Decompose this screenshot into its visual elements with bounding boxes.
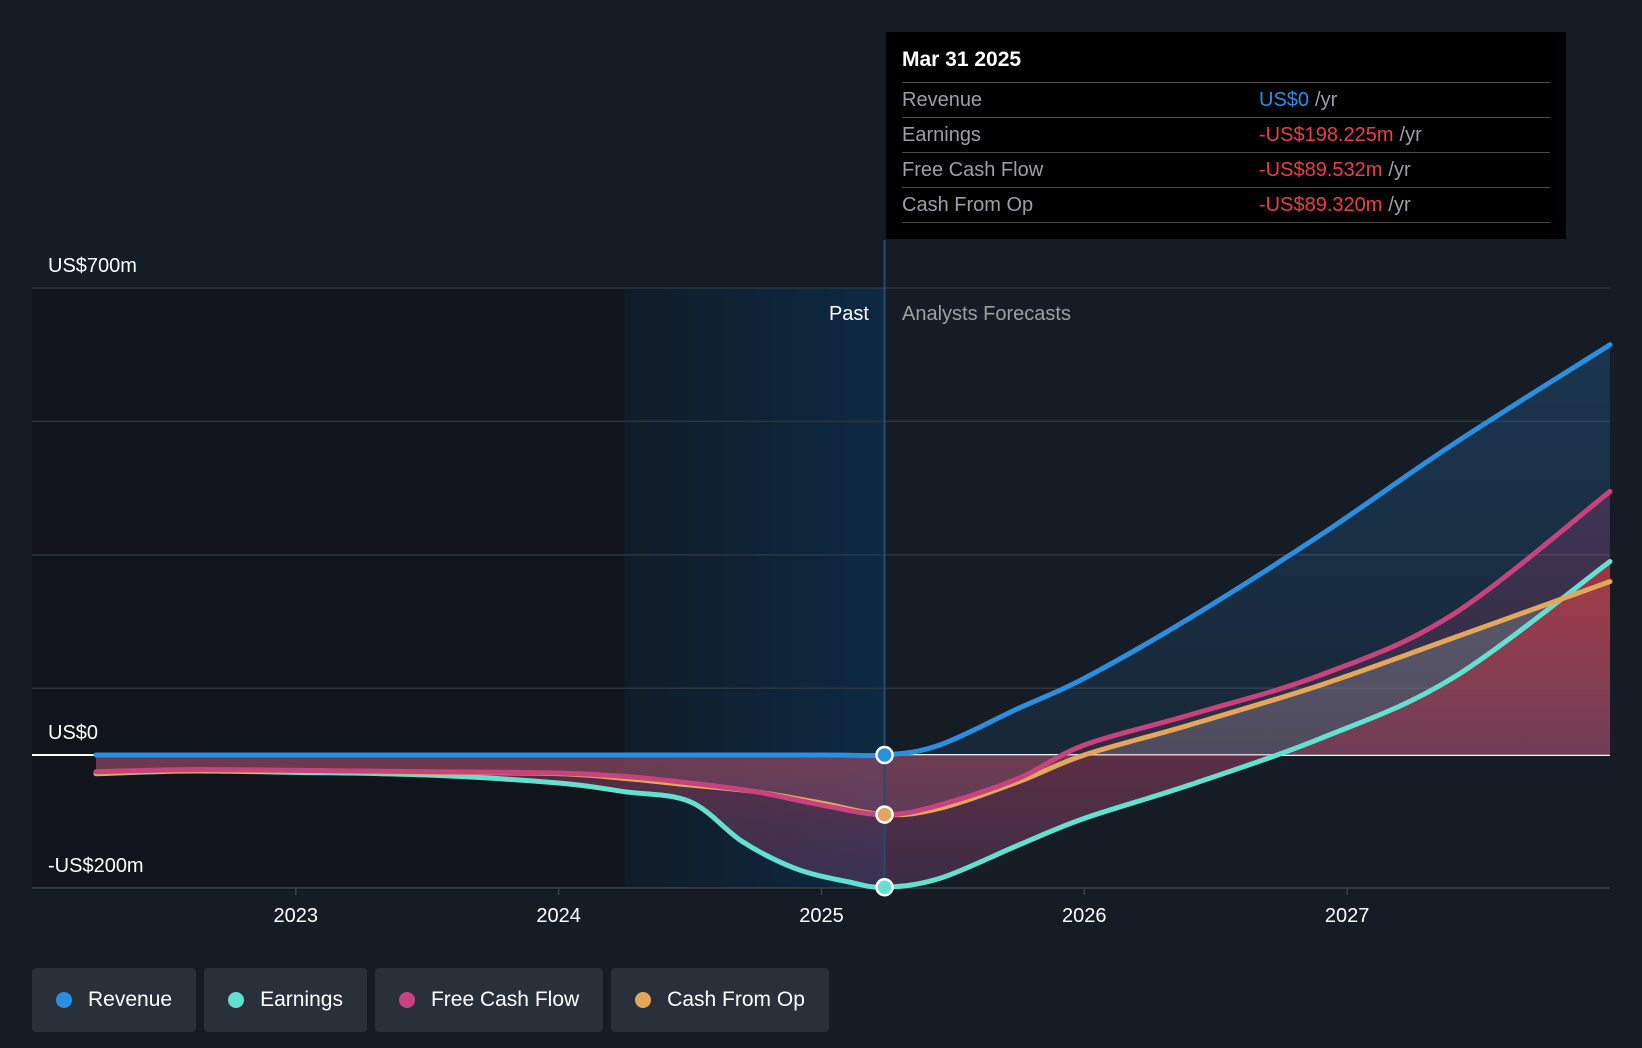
tooltip-unit: /yr xyxy=(1388,158,1411,181)
legend-label: Earnings xyxy=(260,988,343,1011)
tooltip-unit: /yr xyxy=(1399,123,1422,146)
x-tick-label: 2027 xyxy=(1325,905,1370,927)
legend-item-cash-from-op[interactable]: Cash From Op xyxy=(611,968,829,1032)
legend-item-revenue[interactable]: Revenue xyxy=(32,968,197,1032)
tooltip-value: US$0 xyxy=(1259,88,1310,111)
free-cash-flow-dot-icon xyxy=(398,992,415,1008)
revenue-area xyxy=(96,344,1610,756)
tooltip-unit: /yr xyxy=(1388,193,1411,216)
past-label: Past xyxy=(829,303,869,325)
tooltip-row-cash-from-op: Cash From Op -US$89.320m /yr xyxy=(902,187,1550,223)
x-tick-label: 2024 xyxy=(536,905,581,927)
y-label-top: US$700m xyxy=(48,255,137,277)
tooltip-value: -US$198.225m xyxy=(1259,123,1394,146)
y-label-bottom: -US$200m xyxy=(48,855,144,877)
marker-revenue xyxy=(875,745,894,765)
series-line-free-cash-flow xyxy=(93,488,1613,818)
earnings-area xyxy=(96,561,1610,888)
x-tick-label: 2025 xyxy=(799,905,844,927)
tooltip-row-earnings: Earnings -US$198.225m /yr xyxy=(902,117,1550,152)
tooltip-value: -US$89.320m xyxy=(1259,193,1383,216)
legend-label: Free Cash Flow xyxy=(430,988,580,1011)
tooltip: Mar 31 2025 Revenue US$0 /yr Earnings -U… xyxy=(886,32,1566,239)
tooltip-label: Free Cash Flow xyxy=(902,158,1044,181)
tooltip-row-revenue: Revenue US$0 /yr xyxy=(902,82,1550,117)
revenue-dot-icon xyxy=(56,992,72,1008)
legend-item-earnings[interactable]: Earnings xyxy=(204,968,367,1032)
legend-item-free-cash-flow[interactable]: Free Cash Flow xyxy=(374,968,604,1032)
x-tick-label: 2026 xyxy=(1062,905,1107,927)
legend: Revenue Earnings Free Cash Flow Cash Fro… xyxy=(32,968,829,1032)
chart-area: 2023 2024 2025 2026 2027 US$700m US$0 -US$20… xyxy=(32,240,1613,927)
tooltip-label: Revenue xyxy=(902,88,983,111)
earnings-dot-icon xyxy=(228,992,245,1008)
x-tick-label: 2023 xyxy=(274,905,319,927)
marker-earnings xyxy=(875,877,894,897)
tooltip-value: -US$89.532m xyxy=(1259,158,1383,181)
tooltip-unit: /yr xyxy=(1315,88,1338,111)
tooltip-date: Mar 31 2025 xyxy=(902,48,1022,71)
tooltip-label: Cash From Op xyxy=(902,193,1034,216)
tooltip-row-free-cash-flow: Free Cash Flow -US$89.532m /yr xyxy=(902,152,1550,187)
forecast-label: Analysts Forecasts xyxy=(902,303,1071,325)
cash-from-op-dot-icon xyxy=(635,992,652,1008)
y-label-zero: US$0 xyxy=(48,722,98,744)
tooltip-label: Earnings xyxy=(902,123,981,146)
series-line-revenue xyxy=(93,342,1613,759)
legend-label: Cash From Op xyxy=(667,988,805,1011)
legend-label: Revenue xyxy=(88,988,173,1011)
marker-cash-from-op xyxy=(875,805,894,824)
